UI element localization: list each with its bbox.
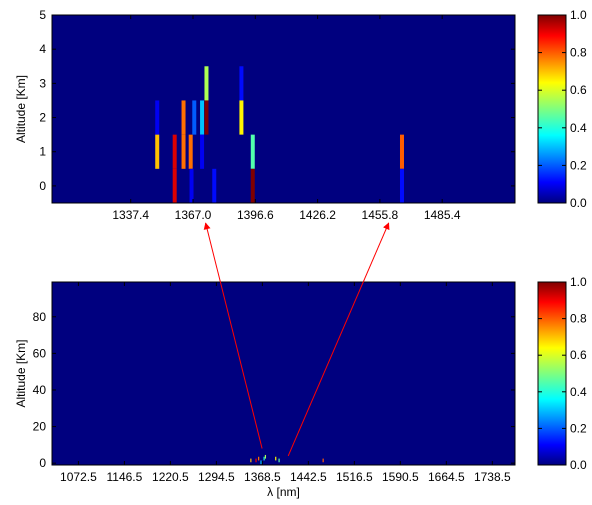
bottom-heatmap-frame: [51, 281, 516, 466]
heatmap-cell: [200, 134, 205, 169]
colorbar-tick-label: 0.4: [570, 385, 587, 399]
zoom-arrow: [203, 222, 263, 449]
colorbar-tick-label: 0.0: [570, 196, 587, 210]
bottom-heatmap-background: [52, 282, 515, 465]
y-tick-label: 20: [33, 420, 47, 434]
heatmap-cell: [258, 456, 260, 461]
heatmap-cell: [239, 66, 244, 101]
y-tick-label: 4: [39, 42, 46, 56]
bottom-x-axis-label: λ [nm]: [267, 485, 300, 499]
x-tick-label: 1516.5: [336, 470, 373, 484]
y-tick-label: 80: [33, 310, 47, 324]
colorbar-tick-label: 0.8: [570, 312, 587, 326]
heatmap-cell: [264, 454, 267, 459]
y-tick-label: 60: [33, 346, 47, 360]
y-tick-label: 2: [39, 111, 46, 125]
heatmap-cell: [260, 460, 262, 465]
x-tick-label: 1337.4: [112, 208, 149, 222]
colorbar-tick-label: 0.2: [570, 421, 587, 435]
x-tick-label: 1738.5: [474, 470, 511, 484]
x-tick-label: 1220.5: [152, 470, 189, 484]
x-tick-label: 1294.5: [198, 470, 235, 484]
x-tick-label: 1368.5: [244, 470, 281, 484]
heatmap-cell: [322, 458, 324, 463]
heatmap-cell: [181, 100, 186, 135]
top-colorbar: 0.0 0.2 0.4 0.6 0.8 1.0: [537, 8, 587, 210]
heatmap-cell: [278, 458, 280, 463]
top-heatmap-background: [52, 15, 515, 203]
heatmap-cell: [399, 168, 404, 203]
x-tick-label: 1367.0: [175, 208, 212, 222]
heatmap-cell: [255, 458, 257, 463]
x-tick-label: 1442.5: [290, 470, 327, 484]
y-tick-label: 1: [39, 145, 46, 159]
colorbar-tick-label: 0.2: [570, 158, 587, 172]
y-tick-label: 40: [33, 383, 47, 397]
heatmap-cell: [250, 134, 255, 169]
x-tick-label: 1485.4: [424, 208, 461, 222]
colorbar-tick-label: 0.6: [570, 348, 587, 362]
x-tick-label: 1072.5: [60, 470, 97, 484]
colorbar-tick-label: 0.4: [570, 121, 587, 135]
heatmap-cell: [200, 100, 205, 135]
colorbar-tick-label: 0.6: [570, 83, 587, 97]
heatmap-cell: [204, 66, 209, 101]
zoom-arrow: [287, 222, 390, 457]
bottom-y-axis-label: Altitude [Km]: [14, 339, 28, 407]
bottom-colorbar: 0.0 0.2 0.4 0.6 0.8 1.0: [537, 275, 587, 472]
heatmap-cell: [172, 134, 177, 169]
heatmap-cell: [172, 168, 177, 203]
y-tick-label: 0: [39, 179, 46, 193]
x-tick-label: 1146.5: [106, 470, 142, 484]
y-tick-label: 0: [39, 456, 46, 470]
heatmap-cell: [239, 100, 244, 135]
heatmap-cell: [275, 456, 277, 461]
x-tick-label: 1455.8: [362, 208, 399, 222]
colorbar-tick-label: 1.0: [570, 275, 587, 289]
colorbar-tick-label: 0.8: [570, 46, 587, 60]
zoom-arrows: [203, 222, 390, 457]
bottom-heatmap: 1072.5 1146.5 1220.5 1294.5 1368.5 1442.5 1516…: [14, 281, 516, 499]
x-tick-label: 1396.6: [237, 208, 274, 222]
colorbar-tick-label: 0.0: [570, 458, 587, 472]
heatmap-cell: [263, 456, 265, 461]
y-tick-label: 3: [39, 76, 46, 90]
colorbar-tick-label: 1.0: [570, 8, 587, 22]
heatmap-cell: [188, 134, 193, 169]
bottom-colorbar-gradient: [537, 281, 567, 466]
x-tick-label: 1590.5: [382, 470, 419, 484]
heatmap-cell: [204, 100, 209, 135]
y-tick-label: 5: [39, 8, 46, 22]
top-heatmap-frame: [51, 14, 516, 204]
top-heatmap: 1337.4 1367.0 1396.6 1426.2 1455.8 1485.4 0 1 2…: [14, 8, 516, 222]
heatmap-cell: [399, 134, 404, 169]
x-tick-label: 1664.5: [428, 470, 465, 484]
top-y-axis-label: Altitude [Km]: [14, 75, 28, 143]
heatmap-cell: [181, 134, 186, 169]
heatmap-cell: [250, 168, 255, 203]
x-tick-label: 1426.2: [299, 208, 336, 222]
heatmap-cell: [189, 168, 194, 203]
heatmap-cell: [155, 134, 160, 169]
heatmap-cell: [212, 168, 217, 203]
heatmap-cell: [250, 458, 252, 463]
top-colorbar-gradient: [537, 14, 567, 204]
heatmap-cell: [155, 100, 160, 135]
heatmap-cell: [192, 100, 197, 135]
